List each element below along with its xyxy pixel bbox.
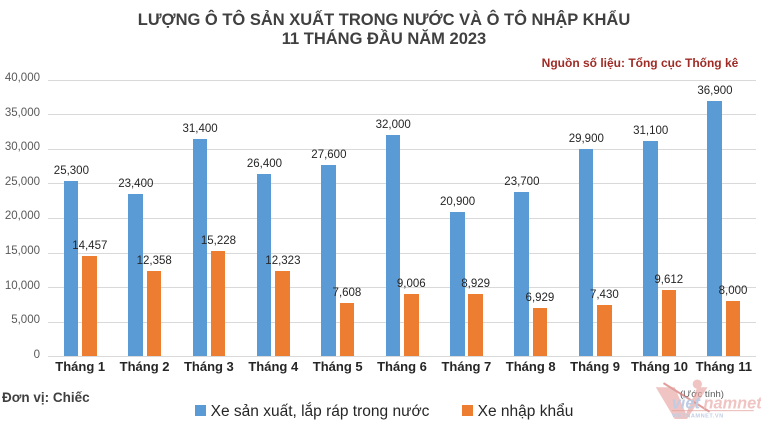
svg-text:namnet: namnet [703, 395, 761, 413]
svg-text:VIETNAMNET.VN: VIETNAMNET.VN [672, 413, 724, 419]
svg-text:viet: viet [672, 395, 702, 413]
